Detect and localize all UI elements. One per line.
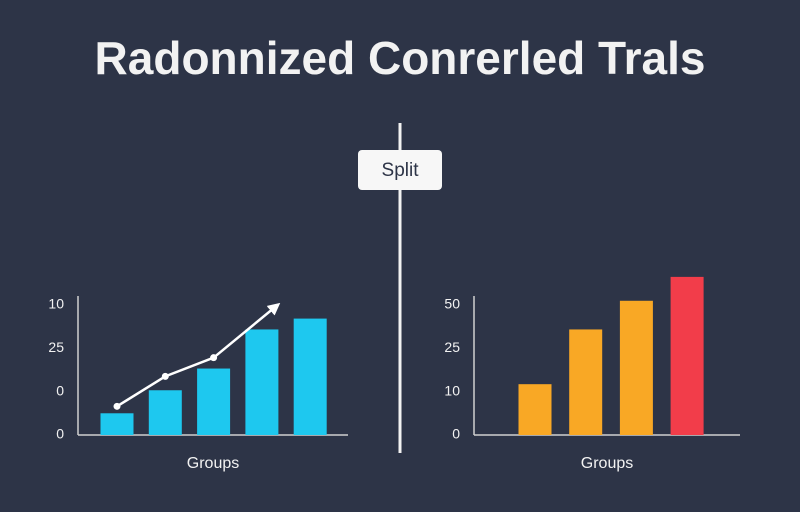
y-tick-label: 25	[444, 339, 460, 355]
bar	[148, 390, 182, 435]
split-box	[358, 150, 442, 190]
x-axis-label: Groups	[581, 455, 633, 472]
y-tick-label: 50	[444, 295, 460, 311]
bar	[197, 368, 231, 435]
trend-point	[161, 372, 169, 380]
y-tick-label: 25	[48, 339, 64, 355]
trend-line	[116, 302, 281, 408]
bar	[569, 329, 603, 435]
bar	[100, 413, 134, 435]
split-label: Split	[382, 160, 420, 181]
bar	[245, 329, 279, 435]
y-tick-label: 0	[56, 426, 64, 442]
y-tick-label: 0	[56, 382, 64, 398]
trend-point	[210, 354, 218, 362]
trend-point	[113, 402, 121, 410]
title: Radonnized Conrerled Trals	[95, 32, 706, 84]
y-tick-label: 10	[444, 382, 460, 398]
bar	[619, 300, 653, 435]
x-axis-label: Groups	[187, 455, 239, 472]
bar	[293, 318, 327, 435]
bar	[670, 276, 704, 435]
y-tick-label: 0	[452, 426, 460, 442]
y-tick-label: 10	[48, 295, 64, 311]
bar	[518, 384, 552, 435]
